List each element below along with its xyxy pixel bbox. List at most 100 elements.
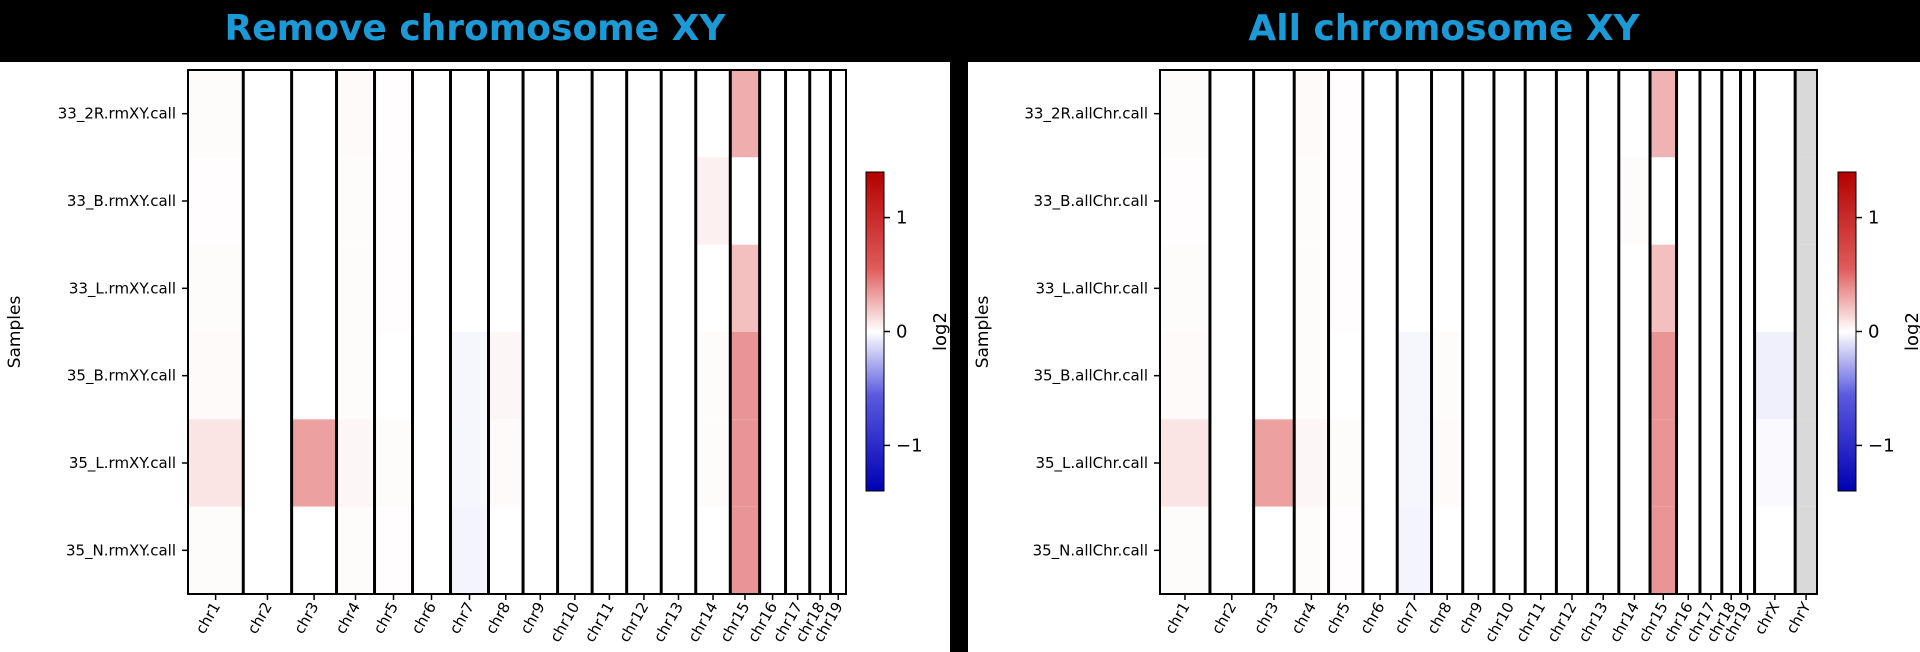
heatmap-cell bbox=[1650, 70, 1677, 158]
heatmap-cell bbox=[243, 157, 292, 245]
heatmap-cell bbox=[1525, 157, 1557, 245]
heatmap-cell bbox=[1362, 70, 1398, 158]
heatmap-cell bbox=[1493, 244, 1526, 332]
heatmap-cell bbox=[1525, 70, 1557, 158]
heatmap-cell bbox=[1587, 332, 1619, 420]
heatmap-cell bbox=[1328, 419, 1363, 507]
heatmap-cell bbox=[730, 419, 760, 507]
heatmap-cell bbox=[412, 244, 451, 332]
y-tick-label: 35_B.allChr.call bbox=[1034, 367, 1149, 386]
heatmap-cell bbox=[1397, 157, 1432, 245]
heatmap-cell bbox=[1462, 506, 1494, 594]
heatmap-cell bbox=[243, 506, 292, 594]
heatmap-cell bbox=[695, 332, 731, 420]
y-axis-label: Samples bbox=[973, 296, 993, 369]
heatmap-cell bbox=[785, 70, 810, 158]
heatmap-cell bbox=[1294, 419, 1329, 507]
x-tick-label: chr13 bbox=[1575, 599, 1612, 645]
heatmap-cell bbox=[1699, 70, 1722, 158]
x-tick-label: chr7 bbox=[446, 599, 478, 637]
heatmap-cell bbox=[1721, 506, 1741, 594]
heatmap-cell bbox=[1740, 506, 1755, 594]
y-tick-label: 33_B.allChr.call bbox=[1034, 192, 1149, 211]
heatmap-cell bbox=[1462, 332, 1494, 420]
heatmap-cell bbox=[759, 332, 786, 420]
heatmap-cell bbox=[1618, 332, 1651, 420]
heatmap-cell bbox=[785, 419, 810, 507]
heatmap-cell bbox=[809, 506, 831, 594]
colorbar-tick-label: 0 bbox=[1868, 322, 1879, 343]
heatmap-cell bbox=[1556, 332, 1588, 420]
heatmap-cell bbox=[1618, 70, 1651, 158]
heatmap-cell bbox=[1160, 70, 1210, 158]
heatmap-cell bbox=[1294, 332, 1329, 420]
heatmap-cell bbox=[830, 70, 846, 158]
heatmap-cell bbox=[374, 506, 413, 594]
heatmap-cell bbox=[1253, 419, 1295, 507]
heatmap-cell bbox=[1209, 506, 1254, 594]
heatmap-cell bbox=[1740, 70, 1755, 158]
heatmap-cell bbox=[1328, 70, 1363, 158]
heatmap-cell bbox=[336, 244, 375, 332]
x-tick-label: chr11 bbox=[1512, 599, 1549, 645]
x-tick-label: chr1 bbox=[192, 599, 224, 637]
heatmap-cell bbox=[1431, 332, 1463, 420]
heatmap-cell bbox=[1362, 157, 1398, 245]
heatmap-cell bbox=[626, 506, 662, 594]
heatmap-cell bbox=[626, 157, 662, 245]
x-tick-label: chr1 bbox=[1161, 599, 1193, 637]
heatmap-cell bbox=[730, 244, 760, 332]
heatmap-cell bbox=[1160, 332, 1210, 420]
heatmap-cell bbox=[1209, 244, 1254, 332]
heatmap-cell bbox=[830, 332, 846, 420]
heatmap-cell bbox=[1676, 419, 1700, 507]
heatmap-cell bbox=[291, 506, 337, 594]
heatmap-cell bbox=[1294, 70, 1329, 158]
heatmap-cell bbox=[695, 244, 731, 332]
heatmap-cell bbox=[1328, 244, 1363, 332]
heatmap-cell bbox=[488, 244, 524, 332]
panel-divider bbox=[950, 0, 968, 652]
heatmap-cell bbox=[1740, 157, 1755, 245]
heatmap-cell bbox=[488, 419, 524, 507]
colorbar-label: log2 bbox=[1902, 312, 1920, 351]
heatmap-cell bbox=[412, 419, 451, 507]
heatmap-cell bbox=[188, 244, 244, 332]
heatmap-cell bbox=[336, 332, 375, 420]
heatmap-cell bbox=[1618, 506, 1651, 594]
heatmap-cell bbox=[1795, 419, 1817, 507]
heatmap-cell bbox=[523, 70, 558, 158]
panel-title-left: Remove chromosome XY bbox=[224, 8, 726, 49]
x-tick-label: chr2 bbox=[244, 599, 276, 637]
heatmap-cell bbox=[1721, 419, 1741, 507]
heatmap-cell bbox=[1587, 244, 1619, 332]
heatmap-cell bbox=[730, 157, 760, 245]
heatmap-cell bbox=[1462, 419, 1494, 507]
y-tick-label: 33_B.rmXY.call bbox=[67, 192, 176, 211]
colorbar bbox=[1837, 171, 1857, 492]
heatmap-cell bbox=[1699, 332, 1722, 420]
heatmap-cell bbox=[1754, 506, 1796, 594]
heatmap-cell bbox=[374, 70, 413, 158]
heatmap-cell bbox=[1795, 70, 1817, 158]
heatmap-cell bbox=[336, 157, 375, 245]
heatmap-cell bbox=[592, 506, 627, 594]
heatmap-cell bbox=[1160, 506, 1210, 594]
heatmap-cell bbox=[1650, 506, 1677, 594]
heatmap-cell bbox=[661, 332, 696, 420]
heatmap-cell bbox=[1431, 506, 1463, 594]
heatmap-cell bbox=[1721, 70, 1741, 158]
heatmap-frame bbox=[1159, 69, 1818, 595]
heatmap-cell bbox=[488, 332, 524, 420]
heatmap-cell bbox=[1556, 506, 1588, 594]
heatmap-cell bbox=[1618, 244, 1651, 332]
heatmap-cell bbox=[1525, 419, 1557, 507]
colorbar bbox=[865, 171, 885, 492]
heatmap-cell bbox=[1795, 332, 1817, 420]
heatmap-cell bbox=[626, 244, 662, 332]
heatmap-cell bbox=[1362, 332, 1398, 420]
heatmap-cell bbox=[661, 244, 696, 332]
x-tick-label: chr12 bbox=[1543, 599, 1580, 645]
heatmap-cell bbox=[1754, 332, 1796, 420]
heatmap-cell bbox=[1209, 157, 1254, 245]
